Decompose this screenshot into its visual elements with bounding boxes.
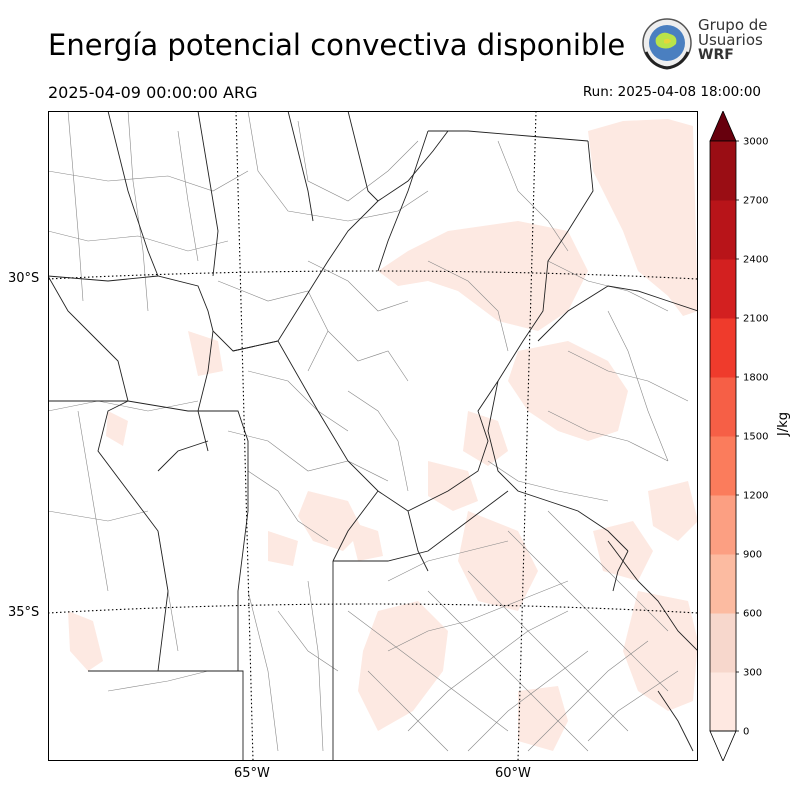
logo-text: Grupo de Usuarios WRF bbox=[698, 18, 768, 63]
lat-label-35s: 35°S bbox=[8, 605, 40, 620]
wrf-logo: Grupo de Usuarios WRF bbox=[638, 16, 768, 72]
valid-time: 2025-04-09 00:00:00 ARG bbox=[48, 83, 258, 102]
lat-label-30s: 30°S bbox=[8, 271, 40, 286]
colorbar-tick-label: 3000 bbox=[743, 137, 768, 148]
colorbar-tick-label: 0 bbox=[743, 727, 749, 738]
colorbar-extend-min bbox=[709, 730, 737, 761]
colorbar-segment bbox=[710, 141, 736, 201]
colorbar-tick-label: 2100 bbox=[743, 314, 768, 325]
province-boundaries bbox=[48, 111, 698, 761]
colorbar-tick-label: 1200 bbox=[743, 491, 768, 502]
logo-line-1: Grupo de bbox=[698, 16, 768, 34]
run-time: Run: 2025-04-08 18:00:00 bbox=[582, 84, 761, 100]
colorbar-tick-label: 900 bbox=[743, 550, 762, 561]
logo-line-2: Usuarios bbox=[698, 31, 763, 49]
map-title: Energía potencial convectiva disponible bbox=[48, 28, 626, 62]
colorbar-extend-max bbox=[709, 111, 737, 142]
colorbar-tick-label: 600 bbox=[743, 609, 762, 620]
colorbar: 0 300 600 900 1200 1500 1800 2100 2400 2700 3000 bbox=[709, 111, 768, 761]
colorbar-label: J/kg bbox=[776, 412, 791, 436]
colorbar-tick-label: 2400 bbox=[743, 255, 768, 266]
colorbar-segment bbox=[710, 436, 736, 496]
colorbar-segment bbox=[710, 554, 736, 614]
lon-label-65w: 65°W bbox=[234, 766, 270, 781]
colorbar-tick-label: 300 bbox=[743, 668, 762, 679]
colorbar-segment bbox=[710, 672, 736, 732]
globe-icon bbox=[642, 18, 692, 70]
colorbar-segment bbox=[710, 377, 736, 437]
colorbar-tick-label: 1800 bbox=[743, 373, 768, 384]
lon-label-60w: 60°W bbox=[495, 766, 531, 781]
colorbar-segment bbox=[710, 200, 736, 260]
colorbar-segment bbox=[710, 259, 736, 319]
department-boundaries bbox=[48, 111, 689, 752]
colorbar-segment bbox=[710, 613, 736, 673]
colorbar-segment bbox=[710, 495, 736, 555]
cape-map bbox=[48, 111, 698, 761]
graticule bbox=[48, 111, 698, 761]
logo-line-3: WRF bbox=[698, 47, 734, 63]
colorbar-tick-label: 2700 bbox=[743, 196, 768, 207]
colorbar-tick-label: 1500 bbox=[743, 432, 768, 443]
colorbar-segment bbox=[710, 318, 736, 378]
